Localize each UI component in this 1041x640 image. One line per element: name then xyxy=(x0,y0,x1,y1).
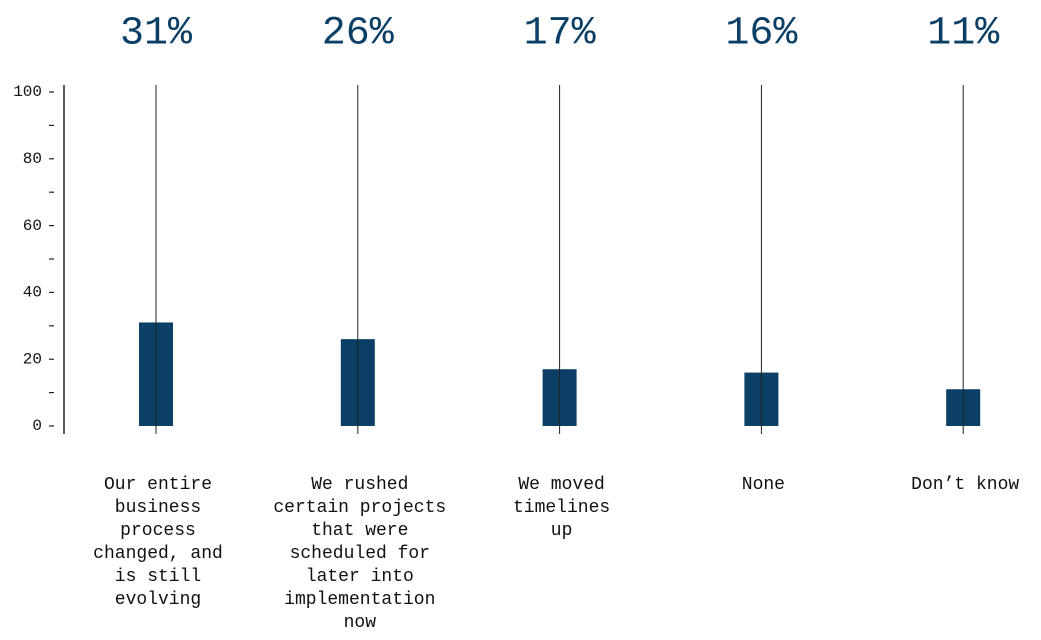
y-tick-label: 100 xyxy=(13,83,42,101)
value-label: 11% xyxy=(927,12,1000,57)
value-label: 16% xyxy=(725,12,798,57)
y-tick-label: 40 xyxy=(23,284,42,302)
x-tick-label: None xyxy=(741,475,785,495)
y-tick-label: 80 xyxy=(23,150,42,168)
x-tick-label: We moved timelines up xyxy=(512,475,611,541)
x-tick-label: We rushed certain projects that were sch… xyxy=(273,475,447,633)
y-tick-label: 20 xyxy=(23,350,42,368)
value-label: 17% xyxy=(524,12,597,57)
x-tick-label: Don’t know xyxy=(911,475,1020,495)
value-label: 31% xyxy=(120,12,193,57)
x-tick-label: Our entire business process changed, and… xyxy=(93,475,223,610)
y-tick-label: 0 xyxy=(32,417,42,435)
y-tick-label: 60 xyxy=(23,217,42,235)
value-label: 26% xyxy=(322,12,395,57)
